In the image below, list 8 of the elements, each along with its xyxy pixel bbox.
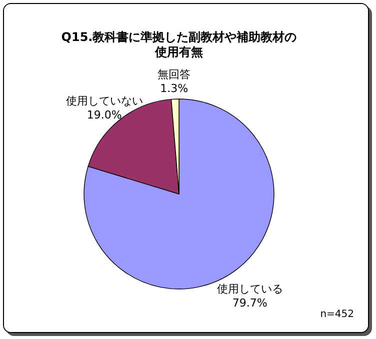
text: n=452 xyxy=(320,309,354,320)
slice-label: 使用していない xyxy=(66,94,143,108)
slice-label: 使用している xyxy=(216,282,283,296)
data-label: 1.3% xyxy=(160,82,188,96)
chart-title: Q15.教科書に準拠した副教材や補助教材の使用有無 xyxy=(61,30,297,60)
data-label: 19.0% xyxy=(86,108,122,122)
data-label: 79.7% xyxy=(232,296,268,310)
slice-label: 無回答 xyxy=(158,68,191,82)
